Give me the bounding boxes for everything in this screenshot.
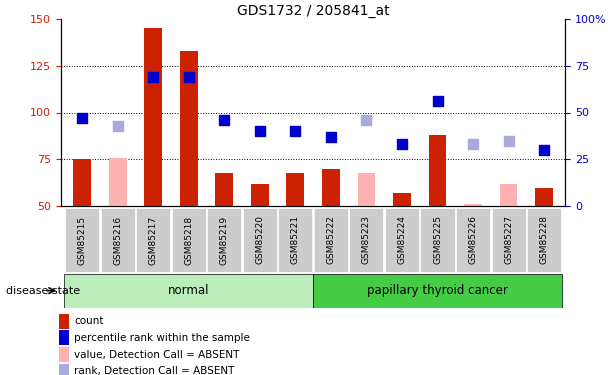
Bar bbox=[464, 204, 482, 206]
Point bbox=[326, 134, 336, 140]
Point bbox=[397, 141, 407, 147]
Text: normal: normal bbox=[168, 284, 210, 297]
Text: value, Detection Call = ABSENT: value, Detection Call = ABSENT bbox=[74, 350, 240, 360]
Bar bbox=[59, 347, 69, 362]
Bar bbox=[109, 158, 126, 206]
Bar bbox=[500, 184, 517, 206]
Point bbox=[148, 74, 158, 80]
Text: count: count bbox=[74, 316, 104, 326]
Text: GSM85224: GSM85224 bbox=[398, 216, 407, 264]
Bar bbox=[251, 184, 269, 206]
Bar bbox=[278, 208, 313, 272]
Bar bbox=[59, 314, 69, 328]
Text: GSM85222: GSM85222 bbox=[326, 216, 336, 264]
Point bbox=[291, 128, 300, 134]
Point bbox=[362, 117, 371, 123]
Bar bbox=[535, 188, 553, 206]
Bar bbox=[144, 28, 162, 206]
Bar bbox=[322, 169, 340, 206]
Text: disease state: disease state bbox=[6, 286, 80, 296]
Text: GSM85220: GSM85220 bbox=[255, 216, 264, 264]
Bar bbox=[171, 208, 206, 272]
Text: percentile rank within the sample: percentile rank within the sample bbox=[74, 333, 250, 343]
Bar bbox=[421, 208, 455, 272]
Text: GSM85225: GSM85225 bbox=[433, 216, 442, 264]
Text: GSM85216: GSM85216 bbox=[113, 215, 122, 265]
Text: GSM85215: GSM85215 bbox=[78, 215, 86, 265]
Point bbox=[468, 141, 478, 147]
Text: GSM85223: GSM85223 bbox=[362, 216, 371, 264]
Point bbox=[77, 115, 87, 121]
Title: GDS1732 / 205841_at: GDS1732 / 205841_at bbox=[237, 4, 390, 18]
Point bbox=[539, 147, 549, 153]
Point bbox=[219, 117, 229, 123]
Point bbox=[113, 123, 123, 129]
Bar bbox=[207, 208, 241, 272]
Point bbox=[255, 128, 264, 134]
Bar bbox=[286, 172, 304, 206]
Bar bbox=[314, 208, 348, 272]
Bar bbox=[215, 172, 233, 206]
Text: GSM85219: GSM85219 bbox=[219, 215, 229, 265]
Bar bbox=[491, 208, 526, 272]
Text: GSM85227: GSM85227 bbox=[504, 216, 513, 264]
Bar bbox=[385, 208, 419, 272]
Point bbox=[184, 74, 193, 80]
Point bbox=[503, 138, 513, 144]
Bar bbox=[59, 364, 69, 375]
Bar bbox=[73, 159, 91, 206]
Bar bbox=[64, 274, 313, 308]
Bar bbox=[456, 208, 490, 272]
Bar bbox=[350, 208, 384, 272]
Text: rank, Detection Call = ABSENT: rank, Detection Call = ABSENT bbox=[74, 366, 235, 375]
Bar bbox=[358, 172, 375, 206]
Text: GSM85217: GSM85217 bbox=[149, 215, 157, 265]
Bar bbox=[243, 208, 277, 272]
Bar bbox=[136, 208, 170, 272]
Text: GSM85221: GSM85221 bbox=[291, 216, 300, 264]
Bar bbox=[100, 208, 135, 272]
Bar bbox=[313, 274, 562, 308]
Text: papillary thyroid cancer: papillary thyroid cancer bbox=[367, 284, 508, 297]
Bar bbox=[65, 208, 99, 272]
Bar bbox=[527, 208, 561, 272]
Bar bbox=[393, 193, 411, 206]
Bar bbox=[180, 51, 198, 206]
Text: GSM85218: GSM85218 bbox=[184, 215, 193, 265]
Point bbox=[433, 98, 443, 104]
Text: GSM85228: GSM85228 bbox=[540, 216, 548, 264]
Bar bbox=[429, 135, 446, 206]
Bar bbox=[59, 330, 69, 345]
Text: GSM85226: GSM85226 bbox=[469, 216, 477, 264]
